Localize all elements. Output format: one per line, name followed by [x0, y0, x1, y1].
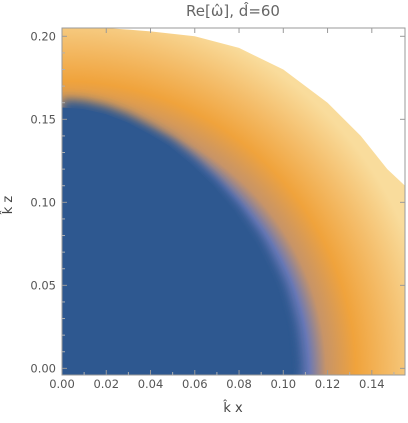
- x-axis-label: k̂ x: [222, 401, 243, 416]
- plot-area: [62, 28, 405, 375]
- x-axis: 0.00 0.02 0.04 0.06 0.08 0.10 0.12 0.14: [49, 28, 395, 391]
- chart-title: Re[ω̂], d̂=60: [186, 1, 280, 20]
- y-axis: 0.00 0.05 0.10 0.15 0.20: [30, 29, 405, 375]
- x-tick-label: 0.04: [138, 377, 164, 391]
- y-tick-label: 0.00: [30, 361, 56, 375]
- x-tick-label: 0.08: [226, 377, 252, 391]
- blue-core-fill: [62, 107, 292, 375]
- y-axis-label: k̂ z: [1, 196, 16, 216]
- y-tick-label: 0.20: [30, 29, 56, 43]
- plot-frame: [61, 27, 406, 376]
- x-tick-label: 0.00: [49, 377, 75, 391]
- y-tick-label: 0.15: [30, 112, 56, 126]
- x-tick-label: 0.12: [315, 377, 341, 391]
- x-tick-label: 0.02: [93, 377, 119, 391]
- plot-border: [61, 27, 406, 376]
- x-tick-label: 0.06: [182, 377, 208, 391]
- y-tick-label: 0.05: [30, 278, 56, 292]
- x-tick-label: 0.14: [359, 377, 385, 391]
- y-tick-label: 0.10: [30, 195, 56, 209]
- x-tick-label: 0.10: [270, 377, 296, 391]
